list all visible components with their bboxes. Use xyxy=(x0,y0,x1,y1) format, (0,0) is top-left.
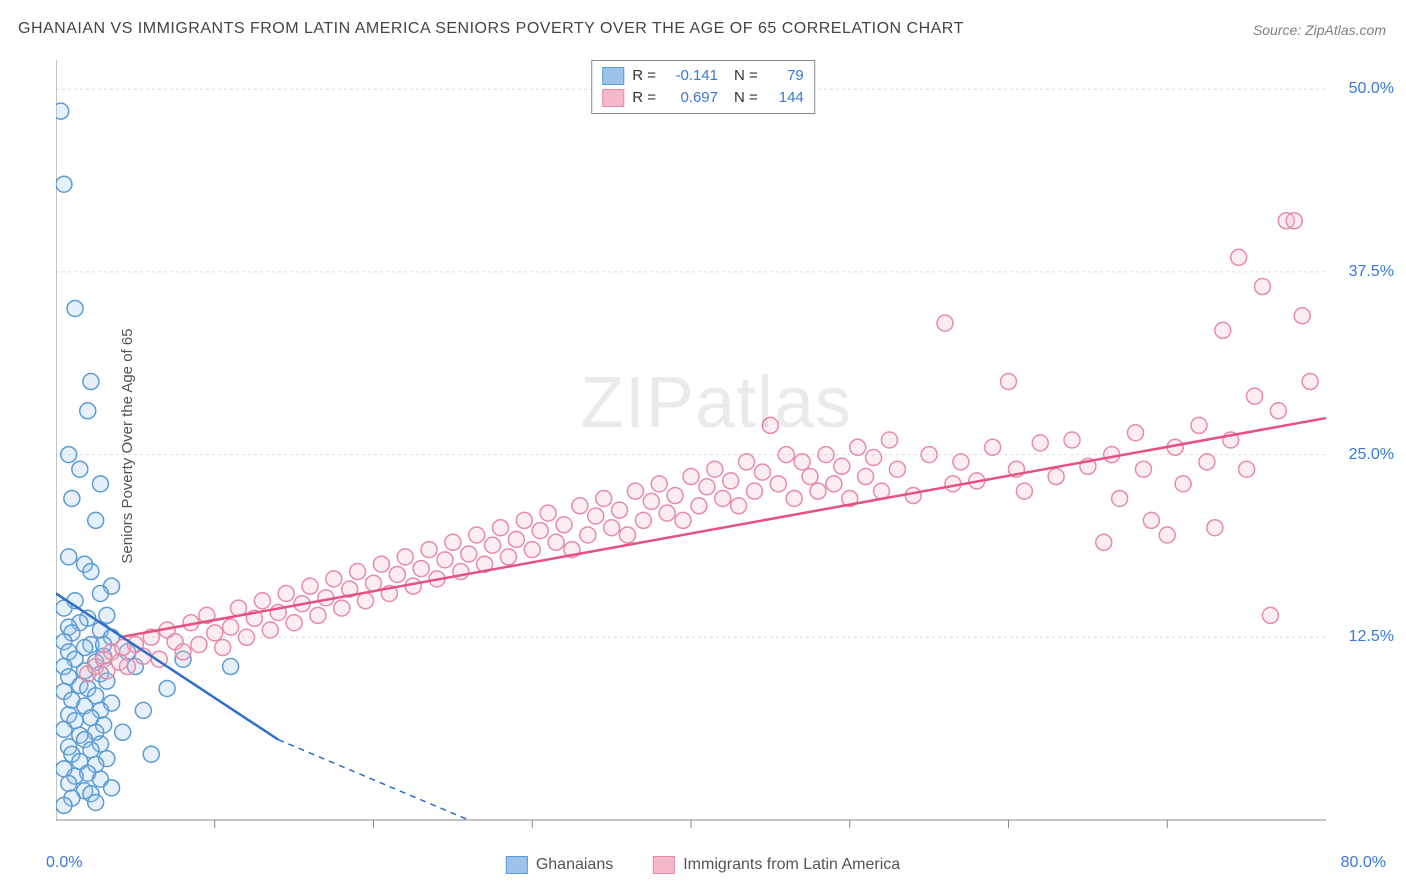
correlation-row-2: R = 0.697 N = 144 xyxy=(602,87,804,109)
legend-label-1: Ghanaians xyxy=(536,856,613,874)
legend-label-2: Immigrants from Latin America xyxy=(683,856,900,874)
y-tick-label: 12.5% xyxy=(1349,628,1394,646)
correlation-legend: R = -0.141 N = 79 R = 0.697 N = 144 xyxy=(591,60,815,114)
legend-item-latin-america: Immigrants from Latin America xyxy=(653,856,900,874)
legend-swatch-blue xyxy=(506,856,528,874)
series-legend: Ghanaians Immigrants from Latin America xyxy=(506,856,900,874)
x-tick-label: 80.0% xyxy=(1341,854,1386,872)
n-label: N = xyxy=(734,87,758,109)
y-tick-label: 37.5% xyxy=(1349,263,1394,281)
correlation-row-1: R = -0.141 N = 79 xyxy=(602,65,804,87)
legend-swatch-blue xyxy=(602,67,624,85)
chart-title: GHANAIAN VS IMMIGRANTS FROM LATIN AMERIC… xyxy=(18,20,964,38)
r-value-2: 0.697 xyxy=(664,87,718,109)
source-citation: Source: ZipAtlas.com xyxy=(1253,22,1386,38)
n-value-2: 144 xyxy=(766,87,804,109)
scatter-chart-svg xyxy=(56,60,1376,840)
n-value-1: 79 xyxy=(766,65,804,87)
r-value-1: -0.141 xyxy=(664,65,718,87)
r-label: R = xyxy=(632,87,656,109)
n-label: N = xyxy=(734,65,758,87)
legend-item-ghanaians: Ghanaians xyxy=(506,856,613,874)
x-tick-label: 0.0% xyxy=(46,854,82,872)
chart-plot-area: ZIPatlas xyxy=(56,60,1376,840)
legend-swatch-pink xyxy=(653,856,675,874)
r-label: R = xyxy=(632,65,656,87)
y-tick-label: 25.0% xyxy=(1349,446,1394,464)
y-tick-label: 50.0% xyxy=(1349,80,1394,98)
legend-swatch-pink xyxy=(602,89,624,107)
